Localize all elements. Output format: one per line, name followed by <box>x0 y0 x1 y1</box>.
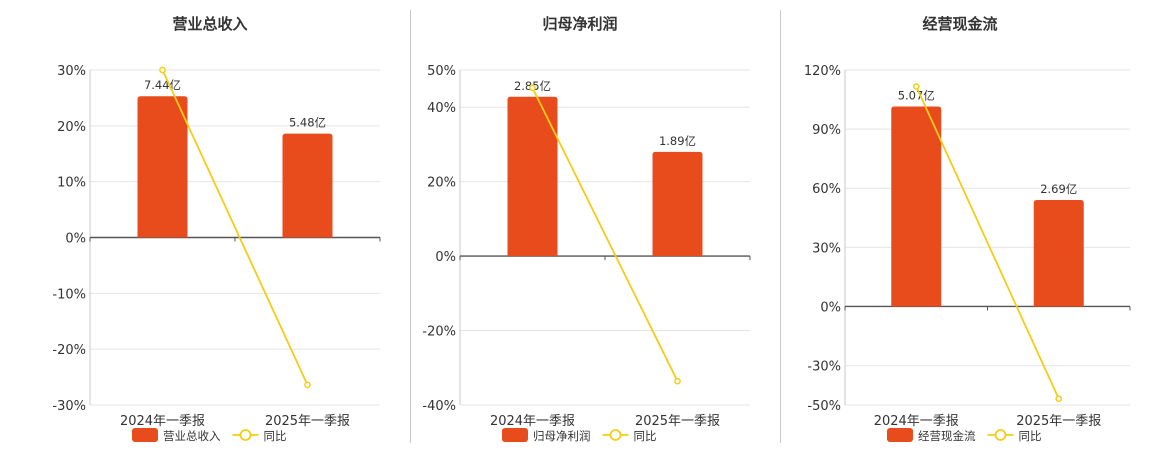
legend-bar-label: 营业总收入 <box>163 429 221 443</box>
y-tick-label: 0% <box>435 250 456 265</box>
legend-line-label: 同比 <box>1019 429 1042 443</box>
x-tick-label: 2025年一季报 <box>265 414 350 429</box>
bar-data-label: 7.44亿 <box>144 78 181 92</box>
bar <box>1033 200 1084 307</box>
x-tick-label: 2024年一季报 <box>490 414 575 429</box>
y-tick-label: 20% <box>427 176 456 191</box>
y-tick-label: 30% <box>812 241 841 256</box>
panel-divider-2 <box>780 10 781 443</box>
legend-bar-swatch <box>132 428 158 442</box>
y-tick-label: -20% <box>52 343 86 358</box>
y-tick-label: -50% <box>807 399 841 414</box>
chart-title: 营业总收入 <box>172 15 247 33</box>
chart-panel-3: 经营现金流 120% 90% 60% 30% 0% -30% -50% 2024年一季报 2025… <box>804 15 1131 443</box>
chart-panel-1: 营业总收入 30% 20% 10% 0% -10% -20% -30% 2024年一季报 2025… <box>52 15 381 443</box>
legend-bar-swatch <box>887 428 913 442</box>
y-tick-label: 120% <box>804 64 841 79</box>
legend-bar-label: 经营现金流 <box>918 429 976 443</box>
line-point <box>912 83 920 90</box>
bar <box>507 96 558 257</box>
bar <box>652 151 703 257</box>
y-tick-label: 60% <box>812 182 841 197</box>
y-tick-label: 0% <box>65 232 86 247</box>
bar <box>282 133 333 238</box>
line-point <box>1055 395 1063 403</box>
x-tick-label: 2025年一季报 <box>1016 414 1101 429</box>
panel-divider-1 <box>410 10 411 443</box>
series-line <box>915 86 1060 400</box>
y-tick-label: 10% <box>57 176 86 191</box>
chart-title: 经营现金流 <box>922 15 997 33</box>
y-tick-label: 50% <box>427 64 456 79</box>
legend-bar-swatch <box>502 428 528 442</box>
legend-line-marker <box>239 429 252 441</box>
bar-data-label: 2.69亿 <box>1040 182 1077 196</box>
x-tick-label: 2025年一季报 <box>635 414 720 429</box>
y-tick-label: -20% <box>422 325 456 340</box>
x-tick-label: 2024年一季报 <box>120 414 205 429</box>
line-point <box>159 66 166 74</box>
bar-data-label: 5.48亿 <box>289 116 326 130</box>
y-tick-label: 40% <box>427 101 456 116</box>
y-tick-label: -30% <box>807 360 841 375</box>
bar-data-label: 1.89亿 <box>659 134 696 148</box>
x-tick-label: 2024年一季报 <box>874 414 959 429</box>
legend-line-label: 同比 <box>264 429 287 443</box>
y-tick-label: 0% <box>820 300 841 315</box>
y-tick-label: 90% <box>812 123 841 138</box>
y-tick-label: 30% <box>57 64 86 79</box>
bar <box>891 106 942 307</box>
chart-title: 归母净利润 <box>542 15 617 33</box>
y-tick-label: -40% <box>422 399 456 414</box>
series-line <box>161 69 309 386</box>
chart-panel-2: 归母净利润 50% 40% 20% 0% -20% -40% 2024年一季报 2025年一季报… <box>422 15 751 443</box>
legend-line-label: 同比 <box>634 429 657 443</box>
line-point <box>529 84 536 92</box>
bar <box>137 96 188 238</box>
y-tick-label: 20% <box>57 120 86 135</box>
y-tick-label: -10% <box>52 287 86 302</box>
line-point <box>674 377 681 385</box>
y-tick-label: -30% <box>52 399 86 414</box>
legend-line-marker <box>609 429 622 441</box>
bar-data-label: 5.07亿 <box>898 88 935 102</box>
legend-line-marker <box>994 429 1007 441</box>
line-point <box>304 381 311 389</box>
legend-bar-label: 归母净利润 <box>533 429 591 443</box>
series-line <box>531 87 679 382</box>
